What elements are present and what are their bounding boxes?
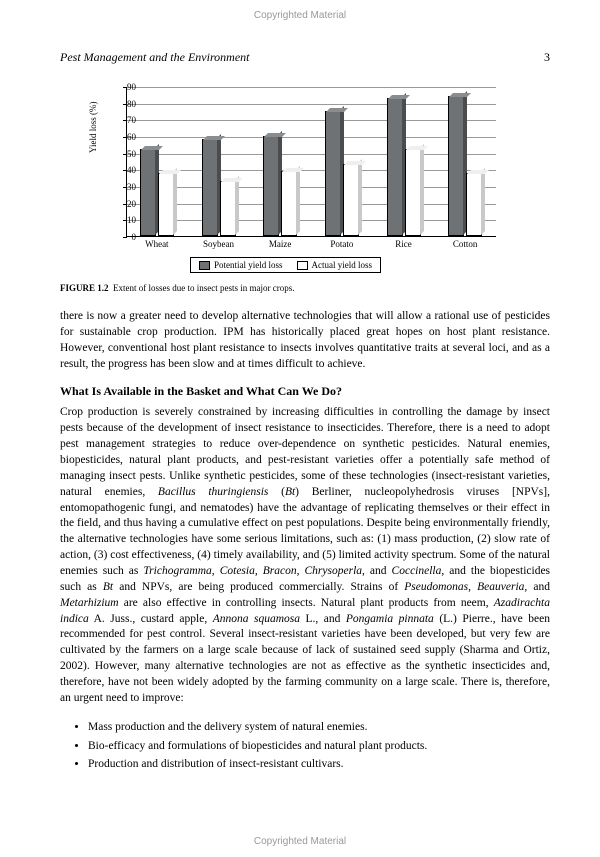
bar-potential bbox=[202, 139, 218, 236]
bar-potential bbox=[387, 98, 403, 236]
figure-label: FIGURE 1.2 bbox=[60, 283, 109, 293]
running-header: Pest Management and the Environment 3 bbox=[60, 50, 550, 65]
page-number: 3 bbox=[544, 50, 550, 65]
section-heading: What Is Available in the Basket and What… bbox=[60, 384, 550, 399]
figure-1-2: Yield loss (%) Potential yield loss Actu… bbox=[90, 83, 550, 273]
x-tick: Rice bbox=[379, 239, 429, 249]
x-tick: Soybean bbox=[194, 239, 244, 249]
page-content: Pest Management and the Environment 3 Yi… bbox=[0, 0, 600, 815]
x-tick: Cotton bbox=[440, 239, 490, 249]
watermark-bottom: Copyrighted Material bbox=[0, 836, 600, 847]
x-tick: Potato bbox=[317, 239, 367, 249]
legend-item-potential: Potential yield loss bbox=[199, 260, 283, 270]
bar-actual bbox=[158, 173, 174, 236]
bar-potential bbox=[325, 111, 341, 236]
y-axis-label: Yield loss (%) bbox=[88, 102, 98, 154]
y-tick: 50 bbox=[116, 149, 136, 159]
legend-swatch-potential bbox=[199, 261, 210, 270]
bullet-item: Mass production and the delivery system … bbox=[88, 719, 550, 737]
bar-actual bbox=[405, 149, 421, 236]
body-paragraph-2: Crop production is severely constrained … bbox=[60, 405, 550, 706]
header-title: Pest Management and the Environment bbox=[60, 50, 250, 65]
legend-swatch-actual bbox=[297, 261, 308, 270]
bar-potential bbox=[263, 136, 279, 236]
x-tick: Wheat bbox=[132, 239, 182, 249]
bar-actual bbox=[281, 171, 297, 236]
yield-loss-chart: Yield loss (%) Potential yield loss Actu… bbox=[90, 83, 510, 273]
bar-actual bbox=[466, 173, 482, 236]
y-tick: 30 bbox=[116, 182, 136, 192]
bar-potential bbox=[448, 96, 464, 236]
y-tick: 40 bbox=[116, 165, 136, 175]
x-tick: Maize bbox=[255, 239, 305, 249]
y-tick: 90 bbox=[116, 82, 136, 92]
figure-caption: FIGURE 1.2 Extent of losses due to insec… bbox=[60, 283, 550, 293]
bullet-item: Production and distribution of insect-re… bbox=[88, 756, 550, 774]
legend-label-potential: Potential yield loss bbox=[214, 260, 283, 270]
figure-caption-text: Extent of losses due to insect pests in … bbox=[113, 283, 294, 293]
y-tick: 80 bbox=[116, 99, 136, 109]
y-tick: 70 bbox=[116, 115, 136, 125]
legend-label-actual: Actual yield loss bbox=[312, 260, 373, 270]
y-tick: 10 bbox=[116, 215, 136, 225]
chart-legend: Potential yield loss Actual yield loss bbox=[190, 257, 381, 273]
bar-potential bbox=[140, 149, 156, 236]
y-tick: 20 bbox=[116, 199, 136, 209]
bullet-list: Mass production and the delivery system … bbox=[88, 719, 550, 774]
legend-item-actual: Actual yield loss bbox=[297, 260, 373, 270]
watermark-top: Copyrighted Material bbox=[0, 10, 600, 21]
bar-actual bbox=[220, 181, 236, 236]
bar-actual bbox=[343, 164, 359, 236]
body-paragraph-1: there is now a greater need to develop a… bbox=[60, 309, 550, 372]
bullet-item: Bio-efficacy and formulations of biopest… bbox=[88, 738, 550, 756]
plot-area bbox=[126, 87, 496, 237]
y-tick: 60 bbox=[116, 132, 136, 142]
